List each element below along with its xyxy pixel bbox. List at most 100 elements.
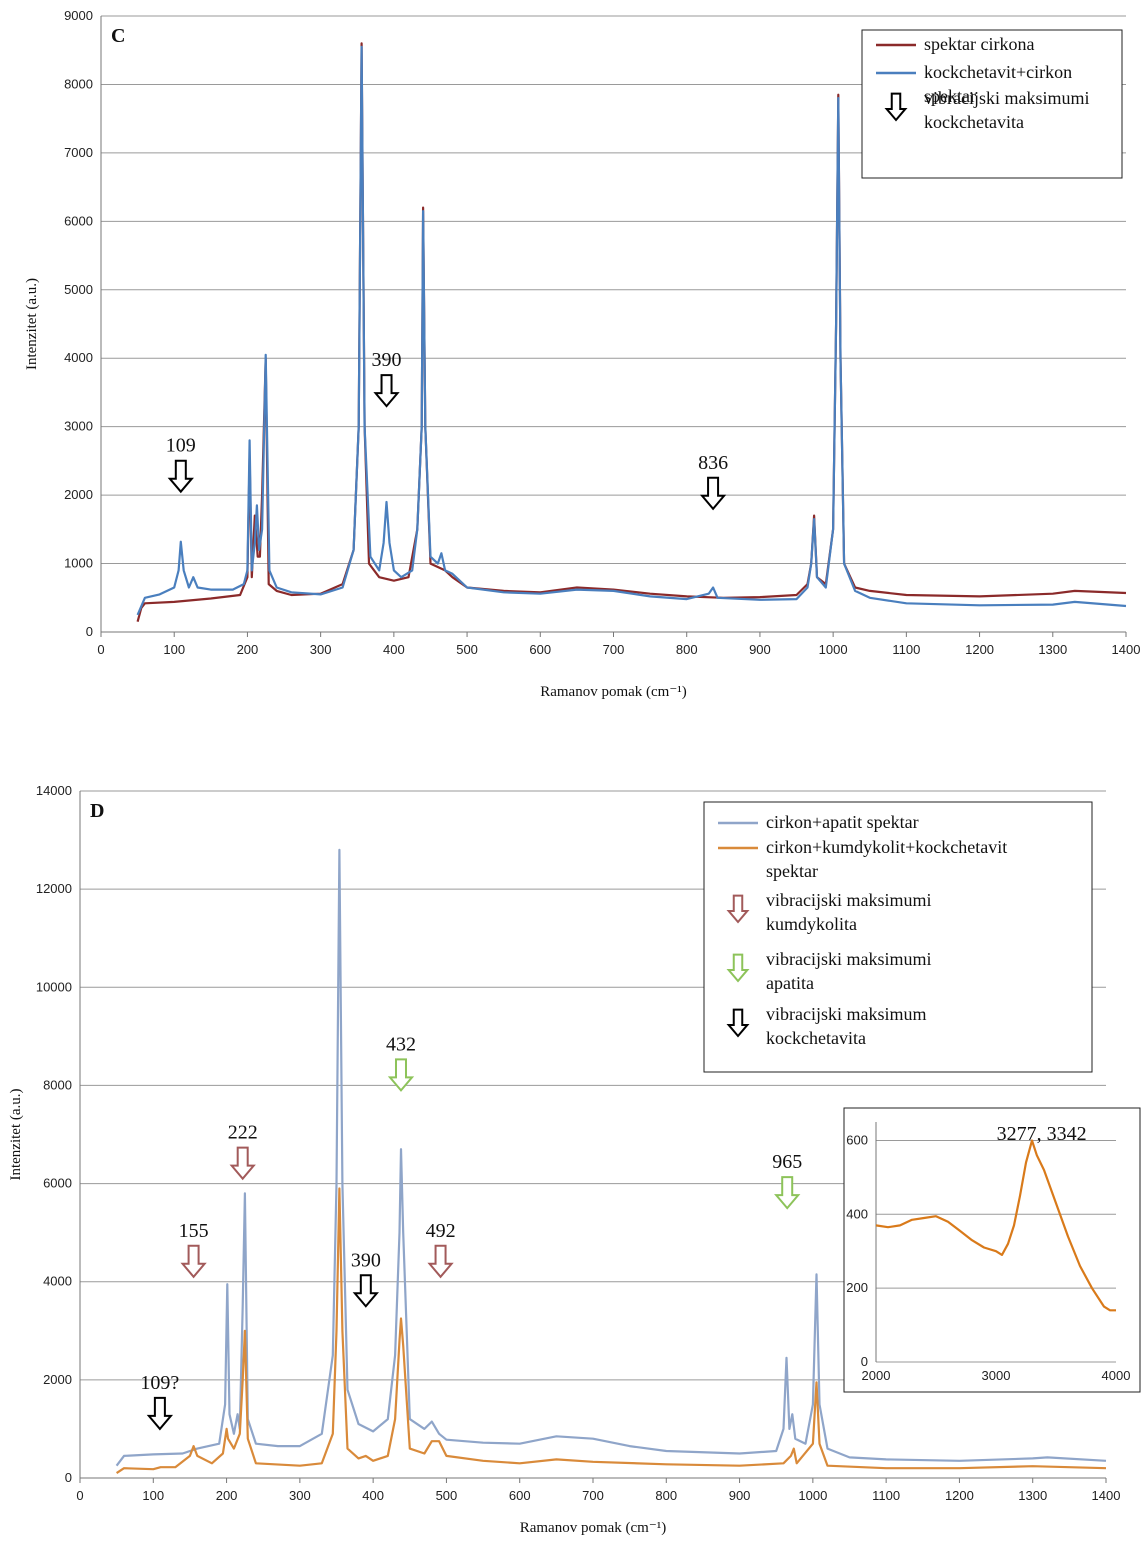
x-tick-label: 1100: [872, 1488, 900, 1503]
y-tick-label: 6000: [43, 1176, 72, 1191]
x-tick-label: 1300: [1038, 642, 1067, 657]
y-tick-label: 1000: [64, 556, 93, 571]
panel-label: C: [111, 25, 125, 47]
x-tick-label: 300: [310, 642, 332, 657]
peak-arrow-icon: [352, 1274, 379, 1308]
peak-arrow-icon: [180, 1244, 207, 1279]
x-tick-label: 1300: [1018, 1488, 1047, 1503]
x-axis-label: Ramanov pomak (cm⁻¹): [540, 684, 687, 700]
peak-label: 965: [772, 1151, 802, 1173]
inset-y-tick-label: 400: [846, 1206, 868, 1221]
legend-label: cirkon+kumdykolit+kockchetavit spektar: [766, 837, 1007, 881]
legend-label: vibracijski maksimumi kockchetavita: [924, 88, 1089, 132]
x-tick-label: 400: [383, 642, 405, 657]
inset-x-tick-label: 4000: [1102, 1368, 1131, 1383]
inset-x-tick-label: 3000: [982, 1368, 1011, 1383]
x-tick-label: 1000: [819, 642, 848, 657]
x-tick-label: 1100: [892, 642, 920, 657]
peak-label: 432: [386, 1033, 416, 1055]
x-tick-label: 600: [509, 1488, 531, 1503]
y-tick-label: 9000: [64, 8, 93, 23]
x-tick-label: 300: [289, 1488, 311, 1503]
x-axis-label: Ramanov pomak (cm⁻¹): [520, 1520, 667, 1536]
y-tick-label: 4000: [64, 350, 93, 365]
x-tick-label: 700: [582, 1488, 604, 1503]
x-tick-label: 0: [97, 642, 104, 657]
y-tick-label: 8000: [64, 76, 93, 91]
y-tick-label: 3000: [64, 419, 93, 434]
legend-arrow-icon: [726, 953, 750, 983]
legend-label: spektar cirkona: [924, 34, 1034, 54]
peak-arrow-icon: [229, 1146, 256, 1181]
legend-label: vibracijski maksimum kockchetavita: [766, 1004, 926, 1048]
legend: spektar cirkona kockchetavit+cirkon spekta…: [861, 29, 1123, 179]
peak-label: 390: [351, 1249, 381, 1271]
legend-label: kockchetavit+cirkon spektar: [924, 62, 1072, 106]
legend-frame: [703, 801, 1093, 1073]
x-tick-label: 200: [237, 642, 259, 657]
x-tick-label: 900: [729, 1488, 751, 1503]
y-tick-label: 2000: [64, 487, 93, 502]
legend-label: vibracijski maksimumi apatita: [766, 949, 931, 993]
x-tick-label: 800: [676, 642, 698, 657]
x-tick-label: 100: [142, 1488, 164, 1503]
x-tick-label: 400: [362, 1488, 384, 1503]
peak-label: 836: [698, 452, 728, 474]
series-line-1: [115, 848, 1107, 1467]
y-tick-label: 10000: [36, 979, 72, 994]
y-tick-label: 0: [86, 624, 93, 639]
x-tick-label: 1400: [1112, 642, 1141, 657]
peak-label: 109: [166, 435, 196, 457]
legend: cirkon+apatit spektar cirkon+kumdykolit+k…: [703, 801, 1093, 1073]
y-tick-label: 4000: [43, 1274, 72, 1289]
chart-panel-c: 0 1000 2000 3000 4000 5000 6000 7000 8000 9000 0 10…: [24, 8, 1140, 700]
inset-peak-label: 3277, 3342: [997, 1123, 1087, 1145]
peak-arrow-icon: [699, 476, 727, 511]
peak-label: 109?: [140, 1372, 179, 1394]
legend-arrow-icon: [726, 1008, 750, 1038]
y-tick-label: 7000: [64, 145, 93, 160]
y-axis-label: Intenzitet (a.u.): [24, 278, 40, 370]
legend-arrow-icon: [726, 894, 750, 924]
x-tick-label: 1000: [798, 1488, 827, 1503]
inset-chart: 0 200 400 600 2000 3000 4000 3277, 3342: [843, 1107, 1141, 1393]
x-tick-label: 900: [749, 642, 771, 657]
x-tick-label: 1400: [1092, 1488, 1121, 1503]
x-tick-label: 0: [76, 1488, 83, 1503]
y-tick-label: 6000: [64, 213, 93, 228]
inset-y-tick-label: 0: [861, 1354, 868, 1369]
peak-label: 155: [179, 1220, 209, 1242]
legend-arrow-icon: [884, 92, 908, 122]
x-tick-label: 500: [436, 1488, 458, 1503]
x-tick-label: 100: [163, 642, 185, 657]
inset-y-tick-label: 200: [846, 1280, 868, 1295]
peak-arrow-icon: [774, 1176, 801, 1210]
y-tick-label: 2000: [43, 1372, 72, 1387]
x-tick-label: 1200: [945, 1488, 974, 1503]
peak-arrow-icon: [373, 374, 400, 408]
x-tick-label: 800: [655, 1488, 677, 1503]
peak-label: 222: [228, 1122, 258, 1144]
peak-label: 390: [372, 349, 402, 371]
inset-x-tick-label: 2000: [862, 1368, 891, 1383]
x-tick-label: 600: [529, 642, 551, 657]
y-tick-label: 12000: [36, 881, 72, 896]
legend-frame: [861, 29, 1123, 179]
inset-series-line: [875, 1139, 1116, 1312]
peak-arrow-icon: [167, 459, 194, 494]
y-axis-label: Intenzitet (a.u.): [8, 1088, 24, 1180]
y-tick-label: 5000: [64, 282, 93, 297]
legend-label: cirkon+apatit spektar: [766, 812, 919, 832]
x-tick-label: 500: [456, 642, 478, 657]
legend-label: vibracijski maksimumi kumdykolita: [766, 890, 931, 934]
peak-arrow-icon: [146, 1396, 174, 1431]
series-line-2: [115, 1187, 1107, 1475]
x-tick-label: 200: [216, 1488, 238, 1503]
x-tick-label: 1200: [965, 642, 994, 657]
inset-y-tick-label: 600: [846, 1132, 868, 1147]
series-line-2: [136, 45, 1127, 616]
panel-label: D: [90, 800, 104, 822]
y-tick-label: 14000: [36, 783, 72, 798]
